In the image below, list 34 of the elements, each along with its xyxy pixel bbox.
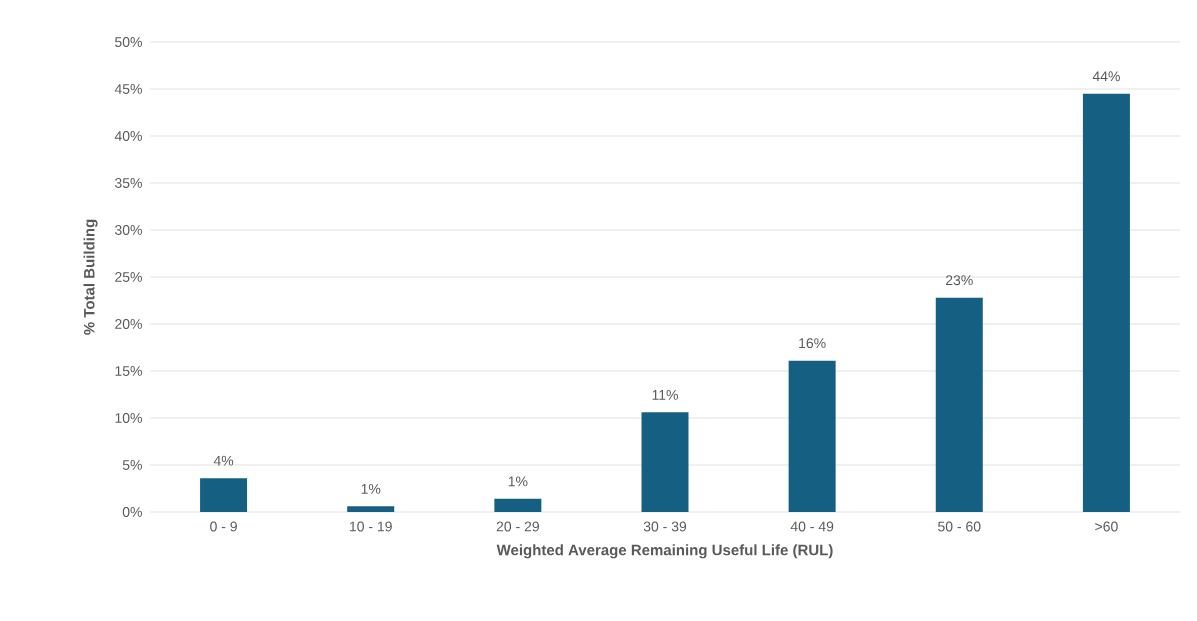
x-tick-label: 20 - 29 [496,521,539,532]
bar [788,360,836,512]
x-tick-label: 10 - 19 [349,521,392,532]
data-label: 1% [508,476,528,487]
y-tick-label: 45% [114,84,142,94]
y-tick-label: 50% [115,37,142,47]
data-label: 1% [361,484,381,494]
data-label: 44% [1092,71,1120,82]
data-label: 23% [945,275,973,286]
y-tick-label: 5% [122,460,142,470]
bar [347,506,395,512]
x-tick-label: >60 [1095,521,1118,532]
y-tick-label: 10% [115,413,142,423]
data-label: 11% [652,390,678,400]
x-tick-label: 40 - 49 [790,521,834,532]
y-tick-label: 0% [122,507,142,517]
bar [1082,93,1130,512]
x-tick-label: 30 - 39 [643,521,687,532]
bar [494,498,542,512]
y-tick-label: 15% [115,366,142,376]
data-label: 4% [213,455,234,466]
y-tick-label: 30% [114,225,142,235]
x-axis-title: Weighted Average Remaining Useful Life (RUL) [496,544,833,559]
bar [935,297,983,512]
y-axis-title: % Total Building [83,219,98,335]
y-tick-label: 25% [115,272,142,282]
y-tick-label: 20% [115,319,142,329]
bar [200,478,248,512]
x-tick-label: 50 - 60 [938,521,981,532]
y-tick-label: 35% [114,178,142,188]
y-tick-label: 40% [114,131,142,141]
data-label: 16% [799,338,826,349]
x-tick-label: 0 - 9 [210,521,237,532]
bar [641,412,689,512]
